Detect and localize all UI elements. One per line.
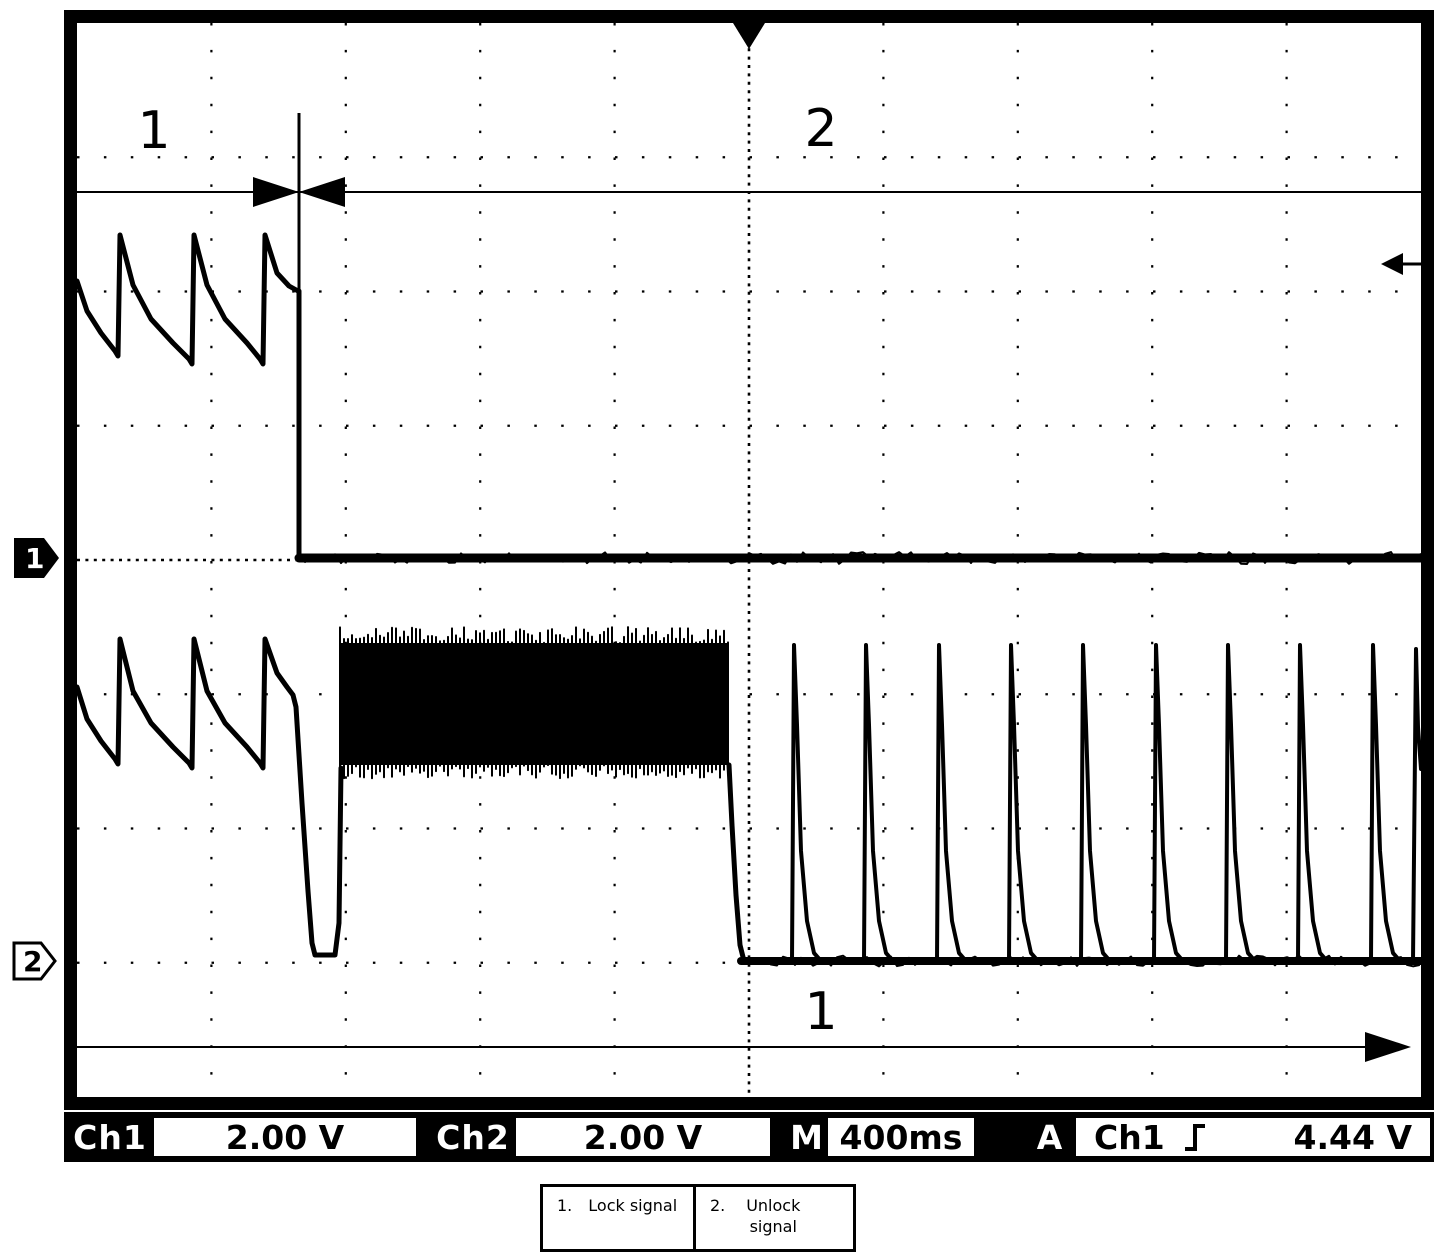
trigger-source-label: Ch1: [1094, 1117, 1165, 1157]
measure-arrow-bottom-icon: [1365, 1032, 1411, 1062]
trigger-level-value: 4.44 V: [1293, 1117, 1412, 1157]
legend-lock-number: 1.: [557, 1196, 573, 1215]
measure-arrow-left-icon: [299, 177, 345, 207]
ch2-readout-label: Ch2: [436, 1117, 510, 1157]
legend-unlock-number: 2.: [710, 1196, 726, 1215]
ch2-marker-tag-icon: [12, 941, 57, 981]
ch1-ground-marker: 1: [14, 538, 59, 578]
trigger-mode-label: A: [1036, 1117, 1064, 1157]
legend-item-unlock: 2. Unlock signal: [693, 1187, 853, 1249]
trigger-level-arrow-icon: [1381, 253, 1403, 275]
ch1-scale-readout: 2.00 V: [152, 1116, 418, 1158]
trigger-position-marker-icon: [733, 23, 765, 49]
annotation-lock-region: 1: [137, 101, 170, 161]
waveform-traces: [77, 232, 1421, 968]
rising-edge-icon: [1184, 1124, 1205, 1151]
legend-lock-text: Lock signal: [588, 1196, 678, 1215]
measure-arrow-right-icon: [253, 177, 299, 207]
ch1-marker-tag-icon: [14, 538, 59, 578]
ch2-marker-label: 2: [23, 945, 42, 978]
scope-screen: 1 2 1: [64, 10, 1434, 1110]
timebase-readout: 400ms: [826, 1116, 976, 1158]
legend-table: 1. Lock signal 2. Unlock signal: [540, 1184, 856, 1252]
annotation-spike-train: 1: [804, 982, 837, 1042]
trigger-readout: Ch1 4.44 V: [1074, 1116, 1432, 1158]
annotation-unlock-region: 2: [804, 99, 837, 159]
legend-unlock-text: Unlock signal: [746, 1196, 801, 1236]
ch1-marker-label: 1: [25, 542, 44, 575]
ch2-ground-marker: 2: [12, 941, 57, 981]
readout-bar: Ch1 2.00 V Ch2 2.00 V M 400ms A Ch1 4.44…: [64, 1112, 1434, 1162]
ch1-readout-label: Ch1: [73, 1117, 147, 1157]
legend-item-lock: 1. Lock signal: [543, 1187, 693, 1249]
scope-graticule: 1 2 1: [77, 23, 1421, 1097]
ch2-scale-readout: 2.00 V: [514, 1116, 772, 1158]
timebase-label: M: [790, 1117, 824, 1157]
